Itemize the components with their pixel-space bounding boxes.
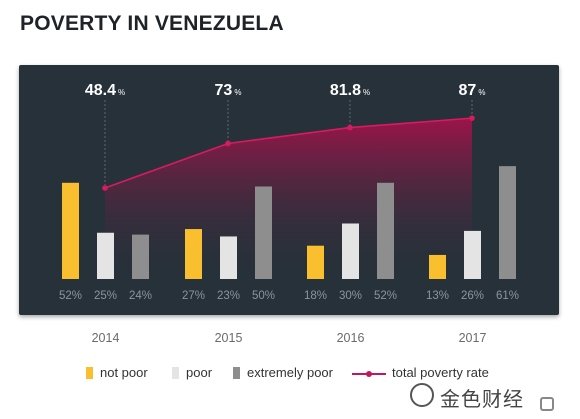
total-poverty-point-2015: [225, 140, 231, 147]
coin-logo-icon: [410, 383, 434, 407]
total-unit-2016: %: [363, 88, 370, 97]
total-value-label-2017: 87%: [459, 82, 486, 99]
bar-extremely-poor-2014: [132, 234, 149, 279]
total-value-label-2016: 81.8%: [330, 82, 370, 99]
bar-poor-2017: [464, 230, 481, 279]
bar-label-not-poor-2014: 52%: [59, 290, 82, 302]
bar-not-poor-2017: [429, 254, 446, 279]
legend-swatch-extremely-poor: [233, 366, 240, 379]
bar-label-extremely-poor-2017: 61%: [496, 290, 519, 302]
watermark-text: 金色财经: [440, 387, 524, 411]
legend-line-icon: [352, 367, 386, 379]
legend-label-extremely-poor: extremely poor: [247, 365, 333, 380]
bar-extremely-poor-2017: [499, 166, 516, 279]
x-tick-label-2016: 2016: [337, 331, 365, 345]
legend-label-total: total poverty rate: [392, 365, 489, 380]
total-value-2017: 87: [459, 82, 477, 99]
bar-poor-2015: [220, 236, 237, 279]
total-value-2016: 81.8: [330, 82, 361, 99]
watermark-badge-icon: [540, 397, 554, 411]
bar-label-extremely-poor-2015: 50%: [252, 290, 275, 302]
x-tick-label-2015: 2015: [215, 331, 243, 345]
total-poverty-point-2016: [347, 124, 353, 131]
total-poverty-point-2014: [102, 185, 108, 191]
bar-extremely-poor-2015: [255, 186, 272, 279]
x-tick-label-2017: 2017: [459, 331, 487, 345]
legend: not poor poor extremely poor total pover…: [0, 365, 580, 385]
bar-poor-2016: [342, 223, 359, 279]
x-tick-label-2014: 2014: [92, 331, 120, 345]
total-value-2014: 48.4: [85, 82, 116, 99]
legend-item-not-poor: not poor: [86, 365, 148, 380]
total-unit-2015: %: [234, 88, 241, 97]
bar-label-poor-2017: 26%: [461, 290, 484, 302]
bar-not-poor-2016: [307, 245, 324, 279]
bar-poor-2014: [97, 232, 114, 279]
total-poverty-line: [104, 117, 473, 189]
chart-title: POVERTY IN VENEZUELA: [20, 12, 284, 35]
total-unit-2017: %: [478, 88, 485, 97]
legend-swatch-poor: [172, 366, 179, 379]
total-value-label-2015: 73%: [215, 82, 242, 99]
bar-label-extremely-poor-2014: 24%: [129, 290, 152, 302]
bar-label-poor-2015: 23%: [217, 290, 240, 302]
bar-label-extremely-poor-2016: 52%: [374, 290, 397, 302]
total-poverty-point-2017: [469, 115, 475, 121]
total-poverty-area: [105, 118, 472, 279]
bar-label-not-poor-2015: 27%: [182, 290, 205, 302]
total-unit-2014: %: [118, 88, 125, 97]
bar-extremely-poor-2016: [377, 182, 394, 279]
bar-not-poor-2014: [62, 182, 79, 279]
legend-swatch-not-poor: [86, 366, 93, 379]
legend-item-total: total poverty rate: [352, 365, 489, 380]
bar-label-not-poor-2017: 13%: [426, 290, 449, 302]
total-value-2015: 73: [215, 82, 233, 99]
bar-label-poor-2014: 25%: [94, 290, 117, 302]
total-value-label-2014: 48.4%: [85, 82, 125, 99]
bar-label-poor-2016: 30%: [339, 290, 362, 302]
bar-label-not-poor-2016: 18%: [304, 290, 327, 302]
legend-item-extremely-poor: extremely poor: [233, 365, 333, 380]
legend-label-not-poor: not poor: [100, 365, 148, 380]
legend-label-poor: poor: [186, 365, 213, 380]
bar-not-poor-2015: [185, 229, 202, 279]
legend-item-poor: poor: [172, 365, 212, 380]
